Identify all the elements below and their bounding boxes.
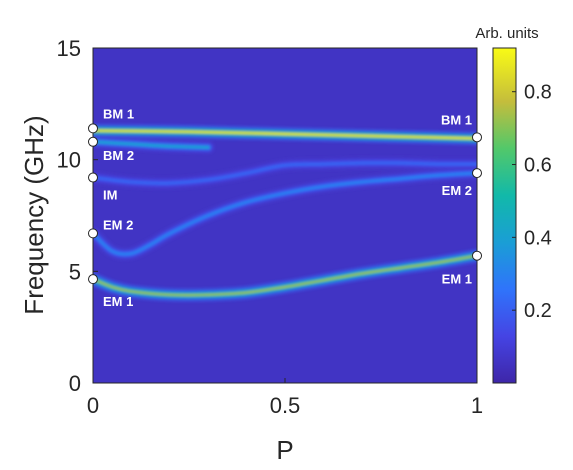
mode-marker [472,132,482,143]
mode-label: EM 2 [442,183,472,198]
colorbar-tick-label: 0.2 [524,300,552,322]
band-line [93,129,477,140]
colorbar-ticks: 0.2 0.4 0.6 0.8 [512,82,552,322]
mode-marker [88,228,98,239]
colorbar-title: Arb. units [475,25,538,42]
band-im [93,156,477,190]
mode-label: BM 2 [103,148,134,163]
mode-bands [93,123,477,303]
mode-annotations: BM 1 BM 2 IM EM 2 EM 1 BM 1 EM 2 EM 1 [88,106,482,309]
x-tick-label: 1 [471,393,483,418]
colorbar-tick-label: 0.8 [524,82,552,104]
y-tick-label: 10 [57,148,81,173]
y-tick-label: 15 [57,36,81,61]
x-tick-label: 0.5 [270,393,301,418]
x-axis-ticks: 0 0.5 1 [87,378,483,418]
y-axis-label: Frequency (GHz) [19,115,49,314]
y-axis-ticks: 0 5 10 15 [57,36,98,396]
x-tick-label: 0 [87,393,99,418]
mode-label: EM 1 [442,272,472,287]
y-tick-label: 5 [69,259,81,284]
plot-area [92,47,478,384]
band-em-1 [93,248,477,303]
band-line [93,255,477,296]
mode-label: BM 1 [103,106,134,121]
colorbar-gradient [492,47,517,384]
mode-marker [88,123,98,134]
heatmap-background [93,48,477,383]
band-bm-2 [93,135,215,154]
band-bm-1 [93,123,477,146]
mode-label: EM 1 [103,294,133,309]
colorbar: Arb. units 0.2 0.4 0.6 0.8 [475,25,552,384]
mode-marker [88,274,98,285]
band-em-2 [93,166,477,261]
colorbar-tick-label: 0.4 [524,227,552,249]
band-line [93,140,210,149]
colorbar-tick-label: 0.6 [524,155,552,177]
x-axis-label: P [276,435,293,465]
y-tick-label: 0 [69,371,81,396]
mode-label: EM 2 [103,217,133,232]
band-line [93,172,477,256]
mode-marker [88,136,98,147]
band-line [93,161,477,185]
mode-marker [472,250,482,261]
mode-label: IM [103,188,117,203]
mode-label: BM 1 [441,112,472,127]
mode-marker [88,172,98,183]
mode-marker [472,168,482,179]
